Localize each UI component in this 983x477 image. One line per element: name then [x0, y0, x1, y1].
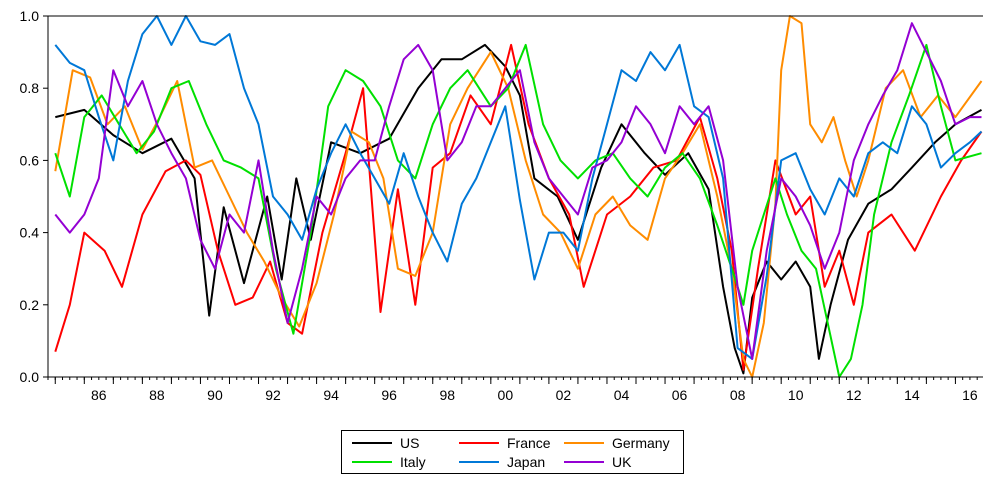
x-tick-label: 96 [381, 387, 397, 403]
series-line-japan [54, 15, 983, 360]
y-tick-label: 0.2 [20, 297, 40, 313]
y-tick-label: 0.0 [20, 369, 40, 385]
x-tick-label: 10 [788, 387, 804, 403]
legend-item-us: US [352, 434, 419, 452]
series-line-italy [54, 43, 982, 378]
legend-item-japan: Japan [459, 453, 545, 471]
series-layer [54, 15, 983, 378]
y-tick-label: 0.6 [20, 152, 40, 168]
y-tick-label: 0.8 [20, 80, 40, 96]
y-tick-label: 0.4 [20, 225, 40, 241]
legend-item-italy: Italy [352, 453, 426, 471]
x-tick-label: 02 [556, 387, 572, 403]
x-tick-label: 06 [672, 387, 688, 403]
x-tick-label: 86 [91, 387, 107, 403]
axes-layer: 0.0 0.2 0.4 0.6 0.8 1.0 86 88 90 92 94 96 98 00 02 04 06… [20, 8, 983, 403]
legend-label-us: US [400, 435, 420, 451]
legend-label-japan: Japan [507, 454, 546, 470]
x-tick-label: 88 [149, 387, 165, 403]
legend-label-italy: Italy [400, 454, 426, 470]
legend-label-uk: UK [612, 454, 632, 470]
series-line-us [55, 43, 982, 375]
x-tick-label: 12 [846, 387, 862, 403]
legend: US France Germany Italy Japan UK [341, 430, 684, 474]
x-tick-label: 08 [730, 387, 746, 403]
y-tick-label: 1.0 [20, 8, 40, 24]
legend-swatch-japan [459, 461, 499, 463]
x-tick-label: 14 [904, 387, 920, 403]
legend-label-germany: Germany [612, 435, 670, 451]
x-tick-label: 98 [439, 387, 455, 403]
x-tick-label: 90 [207, 387, 223, 403]
x-tick-label: 00 [498, 387, 514, 403]
legend-swatch-uk [564, 461, 604, 463]
legend-swatch-italy [352, 461, 392, 463]
x-tick-label: 16 [962, 387, 978, 403]
x-tick-label: 92 [265, 387, 281, 403]
legend-item-uk: UK [564, 453, 631, 471]
legend-item-germany: Germany [564, 434, 670, 452]
x-tick-label: 04 [614, 387, 630, 403]
x-tick-label: 94 [323, 387, 339, 403]
legend-swatch-us [352, 442, 392, 444]
legend-swatch-france [459, 442, 499, 444]
series-line-uk [54, 22, 982, 360]
legend-label-france: France [507, 435, 551, 451]
legend-swatch-germany [564, 442, 604, 444]
legend-item-france: France [459, 434, 551, 452]
